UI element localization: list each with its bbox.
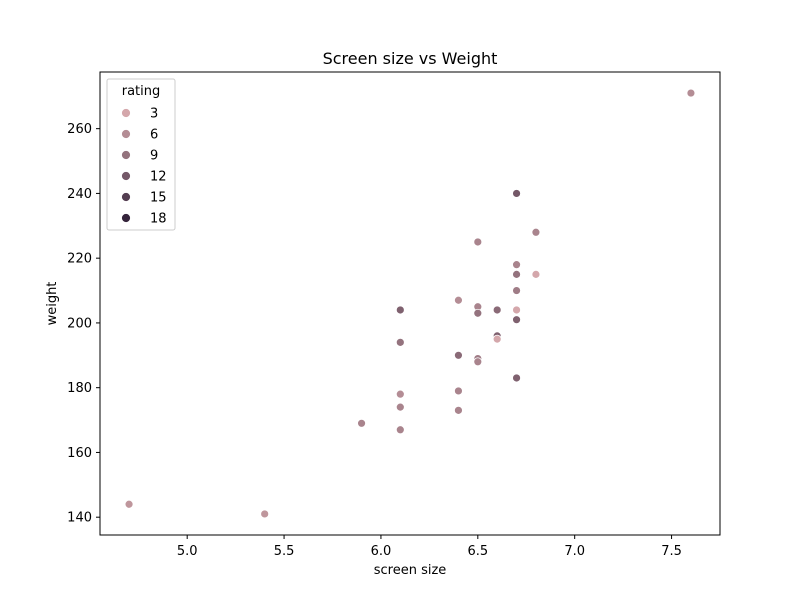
- y-tick-label: 260: [67, 122, 92, 137]
- data-point: [531, 227, 541, 237]
- data-point: [260, 509, 270, 519]
- legend-items: 3 6 9 12 15 18: [121, 107, 167, 227]
- data-point: [512, 286, 521, 295]
- data-point: [473, 357, 483, 367]
- y-tick-label: 240: [67, 187, 92, 202]
- legend-label: 12: [150, 170, 167, 185]
- data-point: [395, 402, 405, 412]
- legend-label: 9: [150, 149, 158, 164]
- points-layer: [124, 88, 696, 519]
- chart-title: Screen size vs Weight: [323, 49, 498, 68]
- data-point: [124, 499, 134, 509]
- legend: rating 3 6 9 12 15 18: [106, 78, 176, 231]
- legend-marker: [121, 192, 131, 202]
- x-tick-label: 6.0: [371, 544, 392, 559]
- y-axis: 140 160 180 200 220 240 260: [67, 122, 100, 526]
- legend-marker: [121, 108, 131, 118]
- data-point: [454, 386, 463, 396]
- data-point: [454, 350, 463, 360]
- data-point: [473, 308, 483, 318]
- y-tick-label: 140: [67, 511, 92, 526]
- data-point: [395, 425, 405, 435]
- x-axis: 5.0 5.5 6.0 6.5 7.0 7.5: [177, 535, 682, 559]
- data-point: [395, 389, 405, 399]
- legend-marker: [121, 129, 131, 139]
- data-point: [512, 315, 521, 325]
- legend-marker: [121, 150, 131, 160]
- x-tick-label: 6.5: [467, 544, 488, 559]
- data-point: [454, 405, 463, 415]
- data-point: [492, 305, 502, 315]
- y-tick-label: 180: [67, 381, 92, 396]
- x-axis-label: screen size: [374, 563, 447, 578]
- y-tick-label: 160: [67, 446, 92, 461]
- data-point: [512, 260, 521, 270]
- data-point: [512, 305, 521, 315]
- data-point: [512, 269, 521, 279]
- data-point: [395, 337, 405, 347]
- plot-frame: [99, 71, 721, 536]
- data-point: [454, 295, 463, 305]
- legend-marker: [121, 171, 131, 181]
- legend-label: 3: [150, 107, 158, 122]
- y-tick-label: 220: [67, 252, 92, 267]
- data-point: [473, 237, 483, 247]
- data-point: [357, 418, 366, 428]
- data-point: [492, 334, 502, 344]
- x-tick-label: 7.0: [564, 544, 585, 559]
- legend-box: [106, 78, 176, 231]
- x-tick-label: 5.5: [274, 544, 295, 559]
- legend-label: 6: [150, 128, 158, 143]
- legend-marker: [121, 213, 131, 223]
- legend-label: 15: [150, 191, 167, 206]
- data-point: [531, 269, 541, 279]
- data-point: [512, 189, 521, 198]
- data-point: [686, 88, 696, 98]
- legend-title: rating: [122, 84, 161, 99]
- x-tick-label: 7.5: [661, 544, 682, 559]
- x-tick-label: 5.0: [177, 544, 198, 559]
- data-point: [512, 373, 521, 383]
- data-point: [395, 305, 405, 315]
- y-axis-label: weight: [45, 282, 60, 326]
- legend-label: 18: [150, 212, 167, 227]
- y-tick-label: 200: [67, 316, 92, 331]
